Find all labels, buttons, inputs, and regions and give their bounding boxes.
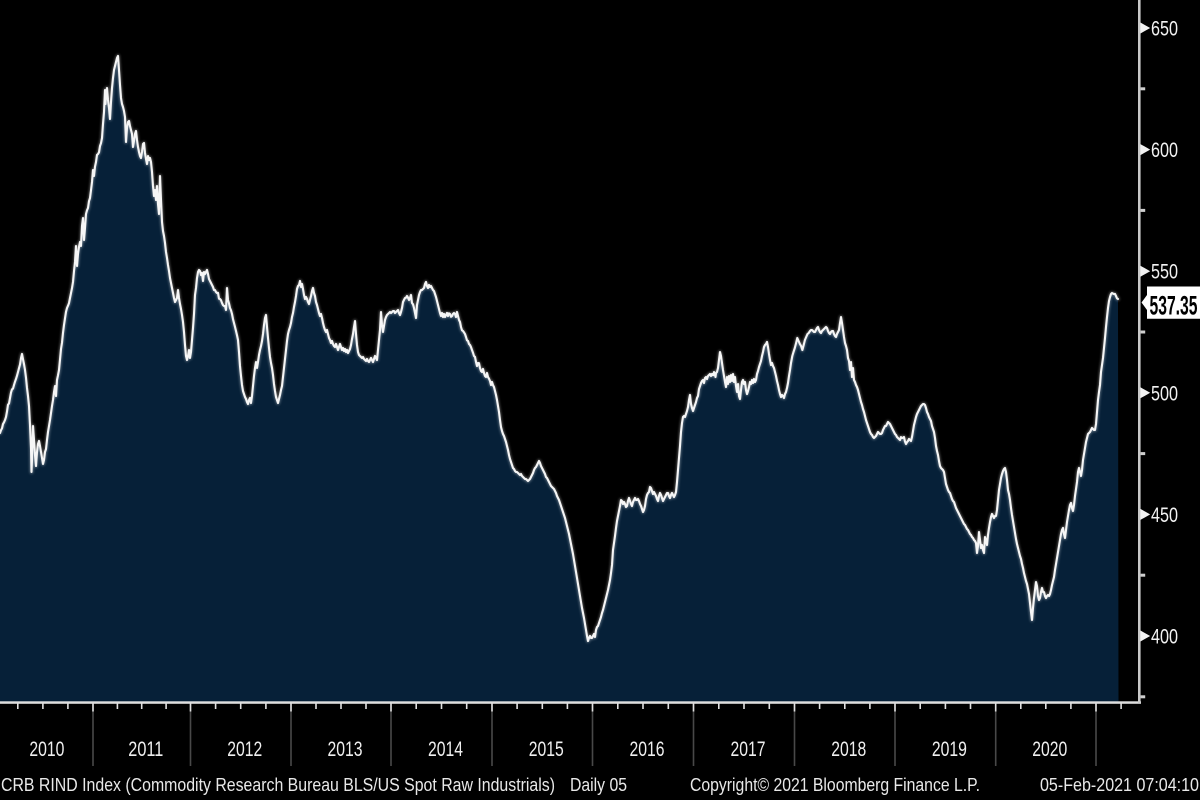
svg-text:CRB RIND Index (Commodity Rese: CRB RIND Index (Commodity Research Burea… [1,775,555,795]
svg-text:Daily 05: Daily 05 [570,775,627,795]
svg-text:2015: 2015 [529,738,564,761]
svg-text:2018: 2018 [831,738,866,761]
svg-text:2019: 2019 [932,738,967,761]
svg-text:2010: 2010 [29,738,64,761]
svg-text:2017: 2017 [731,738,766,761]
svg-text:500: 500 [1151,382,1178,405]
svg-text:05-Feb-2021 07:04:10: 05-Feb-2021 07:04:10 [1040,775,1199,795]
svg-text:550: 550 [1151,261,1178,284]
svg-text:2016: 2016 [630,738,665,761]
svg-text:2011: 2011 [128,738,163,761]
svg-text:537.35: 537.35 [1150,291,1198,321]
svg-text:600: 600 [1151,139,1178,162]
svg-text:650: 650 [1151,18,1178,41]
svg-text:2014: 2014 [428,738,463,761]
svg-text:2013: 2013 [328,738,363,761]
svg-text:2020: 2020 [1032,738,1067,761]
svg-text:400: 400 [1151,626,1178,649]
svg-text:450: 450 [1151,504,1178,527]
svg-text:2012: 2012 [227,738,262,761]
svg-text:Copyright© 2021 Bloomberg Fina: Copyright© 2021 Bloomberg Finance L.P. [690,775,980,795]
